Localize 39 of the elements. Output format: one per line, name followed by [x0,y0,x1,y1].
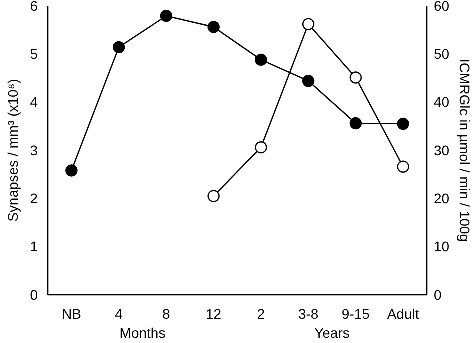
y-tick-label: 6 [30,0,38,14]
y2-tick-label: 50 [434,46,450,62]
x-tick-label: 12 [206,306,222,322]
point [302,75,315,88]
y2-tick-label: 60 [434,0,450,14]
x-tick-label: 2 [257,306,266,322]
point [350,72,362,84]
y2-tick-label: 0 [434,286,442,303]
y2-tick-label: 10 [434,238,450,255]
y2-axis-title: ICMRGlc in µmol / min / 100g [457,58,473,242]
x-tick-label: Adult [387,306,420,322]
point [350,117,362,130]
x-tick-label: 3-8 [298,306,319,322]
y-tick-label: 2 [30,190,38,207]
point [255,54,268,66]
text: Years [314,325,350,341]
point [66,164,78,177]
x-tick-label: 9-15 [342,306,370,322]
point [397,118,410,130]
x-tick-label: 4 [115,306,124,322]
y2-tick-label: 40 [434,94,450,110]
y2-tick-label: 20 [434,190,450,207]
point [302,18,315,30]
x-tick-label: 8 [162,306,171,322]
x-tick-label: NB [62,306,82,322]
text: Months [120,325,166,341]
y-axis-title: Synapses / mm³ (x10⁸) [5,79,21,222]
point [160,10,173,22]
y-tick-label: 0 [30,286,38,303]
y-tick-label: 1 [30,238,38,255]
point [208,21,220,34]
point [112,41,126,54]
y2-tick-label: 30 [434,142,450,158]
y-tick-label: 3 [30,142,38,158]
point [208,190,220,202]
y-tick-label: 5 [30,46,38,62]
y-tick-label: 4 [30,94,38,110]
point [397,160,410,173]
point [255,142,268,154]
